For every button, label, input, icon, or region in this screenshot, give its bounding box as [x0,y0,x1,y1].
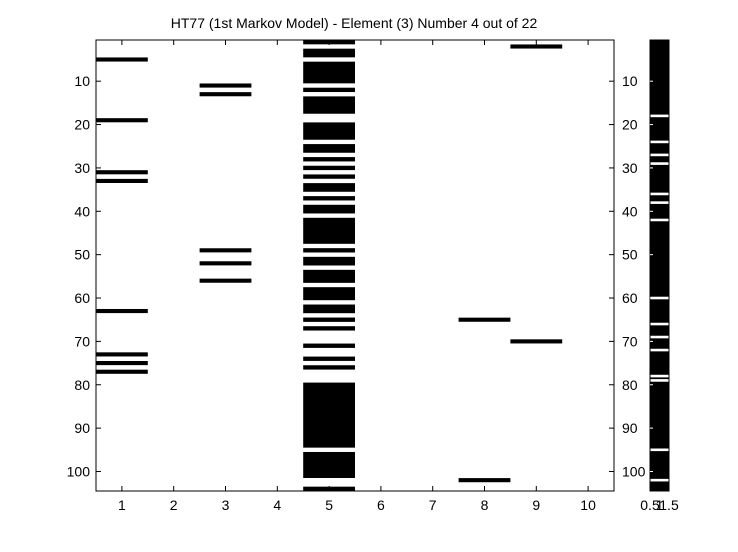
x-tick-label: 1 [118,497,126,513]
side-bar-gap [650,335,669,339]
y-tick-label: 80 [74,377,90,393]
side-bar-gap [650,348,669,352]
heatmap-cell [303,174,355,179]
heatmap-cell [303,157,355,162]
chart-title: HT77 (1st Markov Model) - Element (3) Nu… [171,15,538,31]
heatmap-cell [303,87,355,93]
side-bar-fill [650,40,669,491]
heatmap-cell [96,369,148,374]
side-bar-gap [650,448,669,452]
heatmap-cell [303,196,355,201]
y-tick-label: 70 [74,333,90,349]
side-bar-gap [650,201,669,204]
heatmap-cell [303,61,355,84]
heatmap-cell [303,144,355,153]
heatmap-cell [303,256,355,266]
heatmap-cell [303,317,355,322]
heatmap-cell [303,356,355,361]
heatmap-cell [303,343,355,348]
y-tick-label-right: 30 [622,160,638,176]
side-bar-gap [650,114,669,118]
side-bar-gap [650,153,669,157]
heatmap-cell [303,304,355,314]
heatmap-cell [303,287,355,301]
side-bar-gap [650,379,669,382]
side-bar-gap [650,374,669,378]
heatmap-cell [303,204,355,214]
side-plot: 0.511.5 [640,39,679,513]
side-plot-frame [649,39,670,492]
heatmap-cell [510,339,563,344]
y-tick-label: 30 [74,160,90,176]
x-tick-label: 6 [377,497,385,513]
x-tick-label: 5 [325,497,333,513]
side-x-tick-label: 1 [656,497,664,513]
side-bar-gap [650,192,669,196]
heatmap-cell [96,361,148,366]
heatmap-cell [303,326,355,331]
heatmap-cell [510,44,563,49]
heatmap-cell [96,170,148,175]
y-tick-label-right: 40 [622,203,638,219]
heatmap-cell [303,183,355,192]
y-tick-label: 60 [74,290,90,306]
y-tick-label-right: 60 [622,290,638,306]
y-tick-label-right: 90 [622,420,638,436]
heatmap-cell [303,451,355,478]
y-tick-label: 50 [74,247,90,263]
side-bar-gap [650,140,669,144]
heatmap-cell [96,57,148,62]
side-bar-gap [650,162,669,165]
y-tick-label: 90 [74,420,90,436]
main-plot-frame [95,39,615,492]
y-tick-label: 10 [74,73,90,89]
side-x-tick-label: 0.5 [640,497,660,513]
y-tick-label: 20 [74,117,90,133]
y-tick-label-right: 80 [622,377,638,393]
x-tick-label: 3 [222,497,230,513]
main-plot: 10 10 20 20 30 30 40 40 50 50 60 60 70 70 80 80 90 90 100 1… [67,39,646,513]
heatmap-cell [303,165,355,171]
x-tick-label: 10 [580,497,596,513]
heatmap-cell [199,278,252,283]
y-tick-label-right: 50 [622,247,638,263]
x-tick-label: 7 [429,497,437,513]
x-tick-label: 2 [170,497,178,513]
heatmap-cell [303,382,355,448]
x-tick-label: 8 [481,497,489,513]
side-bar-gap [650,322,669,326]
heatmap-cell [303,48,355,58]
y-tick-label-right: 20 [622,117,638,133]
heatmap-cell [303,269,355,283]
heatmap-cell [303,96,355,114]
y-tick-label-right: 70 [622,333,638,349]
heatmap-cell [303,248,355,253]
heatmap-cell [458,317,511,322]
heatmap-cell [303,217,355,244]
heatmap-cell [96,308,148,314]
y-tick-label-right: 10 [622,73,638,89]
heatmap-cell [458,478,511,483]
side-bar-gap [650,296,669,300]
y-tick-label: 40 [74,203,90,219]
y-tick-label: 100 [67,463,91,479]
heatmap-cell [96,352,148,357]
heatmap-cell [199,248,252,253]
heatmap-cell [96,178,148,183]
heatmap-cell [303,365,355,370]
heatmap-cell [199,92,252,97]
heatmap-cell [96,118,148,123]
side-x-tick-label: 1.5 [659,497,679,513]
heatmap-cell [303,122,355,140]
heatmap-cell [199,83,252,88]
side-bar-gap [650,218,669,222]
heatmap-cell [199,261,252,266]
x-tick-label: 4 [273,497,281,513]
x-tick-label: 9 [532,497,540,513]
y-tick-label-right: 100 [622,463,646,479]
side-bar-gap [650,478,669,482]
